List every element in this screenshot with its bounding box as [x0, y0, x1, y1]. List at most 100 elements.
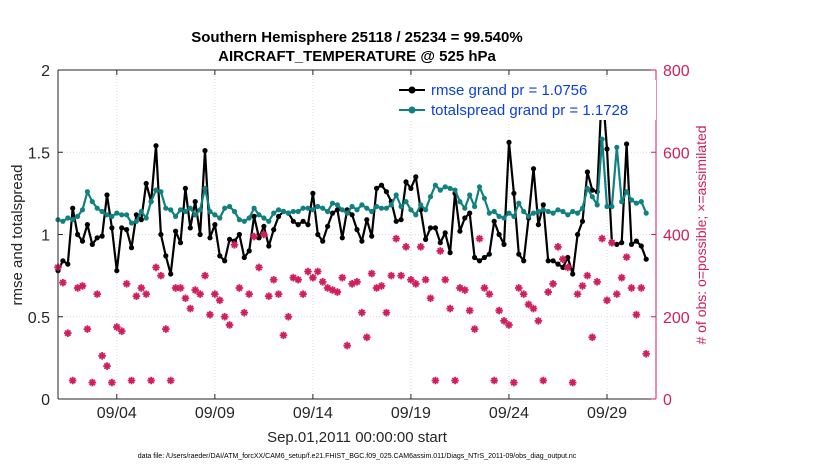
data-point — [599, 136, 605, 142]
data-point — [133, 218, 139, 224]
data-point — [408, 185, 414, 191]
series-1 — [55, 136, 649, 226]
data-point — [432, 182, 438, 188]
obs-marker — [260, 230, 268, 239]
data-point — [75, 213, 81, 219]
data-point — [427, 194, 434, 200]
data-point — [89, 199, 95, 205]
data-point — [550, 210, 556, 216]
data-point — [65, 215, 71, 221]
data-point — [276, 213, 282, 219]
data-point — [251, 213, 257, 219]
obs-marker — [559, 255, 567, 263]
data-point — [168, 271, 174, 277]
obs-marker — [333, 288, 342, 296]
data-point — [413, 212, 419, 218]
obs-marker — [549, 280, 557, 288]
data-point — [369, 208, 375, 215]
obs-marker — [93, 290, 102, 298]
obs-marker — [642, 349, 650, 358]
obs-marker — [103, 362, 111, 370]
obs-marker — [201, 271, 209, 280]
data-point — [354, 207, 360, 213]
obs-marker — [220, 312, 229, 321]
data-point — [173, 213, 179, 219]
data-point — [295, 222, 301, 228]
data-point — [75, 231, 81, 238]
y-tick-label: 1.5 — [28, 145, 50, 162]
data-point — [285, 210, 291, 216]
obs-marker — [225, 321, 234, 329]
data-point — [364, 217, 370, 223]
data-point — [462, 215, 468, 221]
data-point — [575, 231, 581, 238]
obs-marker — [544, 288, 552, 296]
obs-marker — [402, 243, 410, 251]
data-point — [506, 210, 512, 216]
data-point — [143, 180, 149, 187]
data-point — [261, 223, 267, 229]
data-point — [192, 212, 198, 218]
data-point — [423, 236, 429, 242]
obs-marker — [510, 378, 518, 387]
data-point — [256, 212, 262, 218]
obs-marker — [304, 267, 312, 276]
y2-tick-label: 400 — [663, 228, 690, 245]
data-point — [133, 212, 139, 218]
obs-marker — [514, 284, 523, 292]
obs-marker — [289, 273, 298, 282]
obs-marker — [59, 278, 67, 287]
data-point — [207, 235, 213, 241]
obs-marker — [608, 238, 616, 247]
obs-marker — [392, 234, 401, 243]
data-point — [99, 208, 105, 215]
obs-marker — [412, 280, 420, 288]
data-point — [153, 143, 159, 149]
data-point — [619, 240, 625, 246]
data-point — [84, 189, 90, 195]
data-point — [540, 207, 546, 213]
obs-marker — [583, 271, 592, 280]
data-point — [398, 217, 404, 223]
data-point — [496, 231, 502, 238]
obs-marker — [186, 304, 195, 313]
obs-marker — [166, 376, 175, 385]
data-point — [579, 205, 586, 211]
data-point — [467, 210, 473, 216]
data-point — [104, 212, 110, 218]
obs-marker — [465, 306, 474, 315]
obs-marker — [431, 376, 440, 385]
data-point — [241, 218, 247, 224]
data-point — [339, 207, 345, 213]
data-point — [158, 231, 164, 238]
data-point — [300, 218, 306, 224]
data-point — [334, 207, 340, 213]
data-point — [481, 195, 487, 201]
data-point — [271, 227, 277, 233]
axes: 09/04 09/09 09/14 09/19 09/24 09/2900.511.520… — [28, 63, 690, 422]
data-point — [643, 256, 649, 262]
legend-spread-marker — [408, 106, 416, 114]
data-point — [158, 189, 164, 195]
data-point — [550, 258, 556, 264]
obs-marker — [470, 325, 479, 333]
obs-marker — [78, 282, 87, 290]
data-point — [236, 231, 242, 238]
x-tick-label: 09/29 — [587, 405, 627, 422]
obs-marker — [372, 284, 381, 292]
data-point — [104, 192, 110, 198]
data-point — [476, 184, 483, 190]
data-point — [516, 251, 522, 257]
obs-marker — [475, 234, 484, 243]
data-point — [138, 208, 144, 215]
obs-marker — [407, 275, 415, 284]
data-point — [143, 215, 149, 221]
data-point — [325, 223, 331, 229]
data-point — [506, 139, 512, 145]
data-point — [65, 261, 71, 267]
data-point — [530, 210, 537, 216]
data-point — [168, 207, 174, 213]
data-point — [128, 245, 135, 251]
data-point — [535, 222, 542, 228]
data-point — [271, 210, 277, 216]
